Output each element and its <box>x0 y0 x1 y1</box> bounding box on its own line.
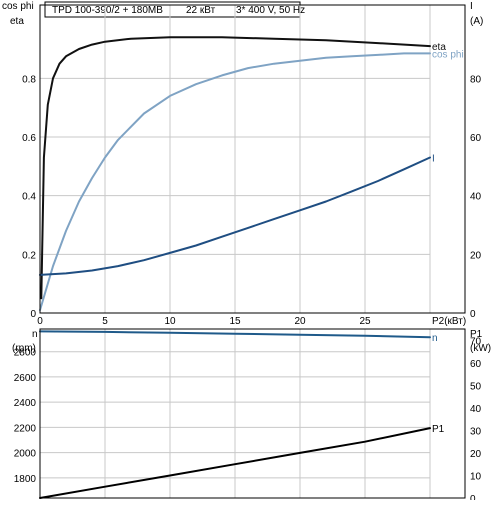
upper-x-tick-label: 20 <box>294 316 306 327</box>
upper-left-axis-title-2: eta <box>10 16 24 27</box>
header-model: TPD 100-390/2 + 180MB <box>52 5 163 16</box>
lower-series: n P1 <box>39 330 445 499</box>
lower-right-tick-label: 70 <box>470 336 482 347</box>
series-label-cos-phi: cos phi <box>432 49 464 60</box>
upper-right-axis-title-1: I <box>470 1 473 12</box>
upper-tick-labels: 0 0.2 0.4 0.6 0.8 0 20 40 60 80 0 5 10 15 20 25 <box>22 74 481 327</box>
lower-right-tick-label: 10 <box>470 471 482 482</box>
upper-left-tick-label: 0.8 <box>22 74 36 85</box>
header-supply: 3* 400 V, 50 Hz <box>236 5 305 16</box>
lower-right-tick-label: 20 <box>470 449 482 460</box>
lower-left-tick-label: 2800 <box>14 348 37 359</box>
lower-plot-frame <box>39 328 466 499</box>
lower-left-tick-label: 2600 <box>14 373 37 384</box>
series-label-n: n <box>432 333 438 344</box>
upper-right-tick-label: 60 <box>470 133 482 144</box>
lower-right-tick-label: 40 <box>470 404 482 415</box>
lower-right-tick-label: 60 <box>470 359 482 370</box>
upper-right-tick-label: 0 <box>470 309 476 320</box>
series-label-p1: P1 <box>432 424 445 435</box>
upper-left-tick-label: 0.4 <box>22 192 36 203</box>
lower-right-tick-label: 30 <box>470 426 482 437</box>
upper-x-axis-title: P2(кВт) <box>432 316 466 327</box>
series-line-n <box>39 330 431 339</box>
series-line-i <box>39 156 431 276</box>
lower-right-tick-label: 0 <box>470 494 476 500</box>
series-label-eta: eta <box>432 42 446 53</box>
upper-x-tick-label: 10 <box>164 316 176 327</box>
lower-left-tick-label: 2400 <box>14 398 37 409</box>
upper-right-tick-label: 80 <box>470 74 482 85</box>
lower-left-axis-title-2: (rpm) <box>12 343 36 354</box>
lower-tick-labels: 1800 2000 2200 2400 2600 2800 0 10 20 30 40 50 60 70 <box>14 336 482 505</box>
upper-right-axis-title-2: (A) <box>470 16 483 27</box>
lower-left-tick-label: 1800 <box>14 474 37 485</box>
series-line-cos-phi <box>39 52 431 312</box>
lower-right-axis-title-2: (kW) <box>470 343 491 354</box>
upper-plot-frame <box>39 4 466 314</box>
lower-left-tick-label: 2200 <box>14 423 37 434</box>
upper-x-tick-label: 0 <box>37 316 43 327</box>
upper-right-tick-label: 40 <box>470 192 482 203</box>
upper-left-tick-label: 0.6 <box>22 133 36 144</box>
upper-left-axis-title-1: cos phi <box>2 1 34 12</box>
upper-left-tick-label: 0.2 <box>22 250 36 261</box>
lower-left-tick-label: 2000 <box>14 449 37 460</box>
upper-x-tick-label: 15 <box>229 316 241 327</box>
upper-x-tick-label: 5 <box>102 316 108 327</box>
upper-left-tick-label: 0 <box>30 309 36 320</box>
series-label-i: I <box>432 154 435 165</box>
upper-right-tick-label: 20 <box>470 250 482 261</box>
lower-right-axis-title-1: P1 <box>470 329 483 340</box>
series-line-p1 <box>39 427 431 499</box>
header-rating: 22 кВт <box>186 5 216 16</box>
lower-left-axis-title-1: n <box>32 329 38 340</box>
upper-x-tick-label: 25 <box>359 316 371 327</box>
series-line-eta <box>40 36 431 300</box>
lower-right-tick-label: 50 <box>470 381 482 392</box>
lower-grid <box>39 329 431 498</box>
